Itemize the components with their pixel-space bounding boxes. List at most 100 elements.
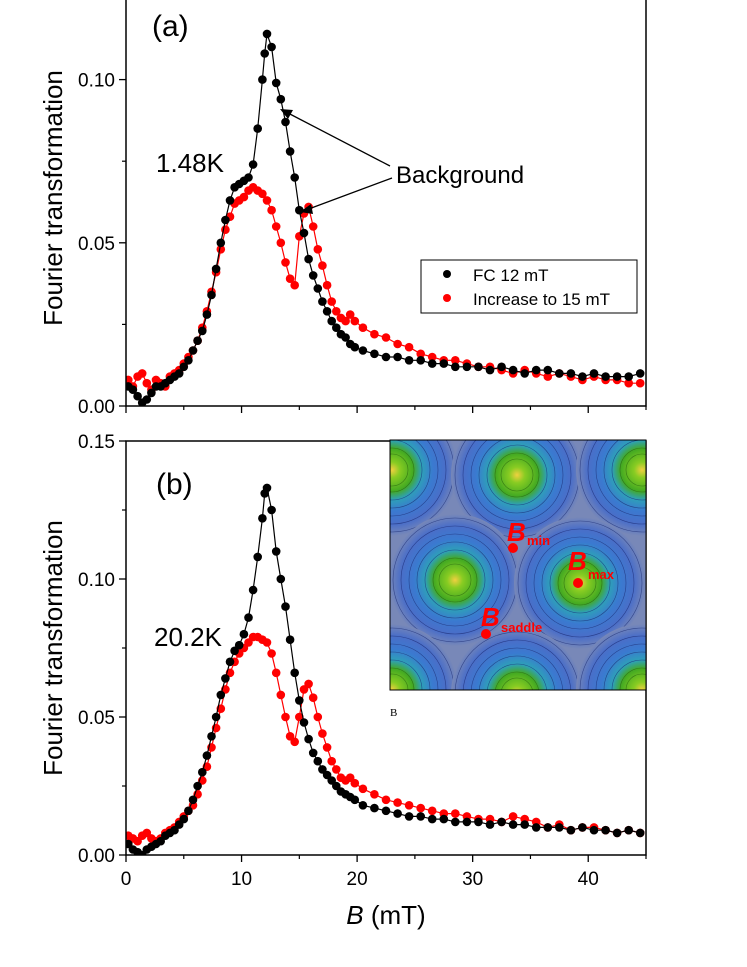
contour-line (557, 560, 603, 606)
data-point (285, 147, 295, 156)
data-point (350, 795, 360, 805)
data-point (174, 369, 184, 378)
data-point (267, 505, 276, 515)
data-point (393, 798, 402, 807)
data-point (295, 696, 304, 705)
data-point (332, 307, 341, 316)
contour-line (517, 520, 643, 646)
legend-box (420, 259, 638, 314)
legend-label-fc: FC 12 mT (473, 266, 549, 285)
data-point (439, 814, 449, 824)
data-point (474, 817, 483, 827)
bmax-subscript: max (588, 567, 615, 582)
data-point (313, 284, 323, 293)
data-point (308, 693, 318, 702)
data-point (508, 820, 518, 829)
bmax-label: B (568, 546, 587, 576)
data-point (318, 729, 327, 738)
contour-line (619, 667, 646, 690)
contour-line (579, 440, 646, 533)
data-point (332, 765, 341, 774)
data-point (211, 712, 221, 722)
bmin-label: B (507, 517, 526, 547)
contour-line (390, 651, 431, 690)
data-point (327, 316, 337, 326)
data-point (566, 825, 576, 835)
data-point (276, 574, 286, 584)
panel-a-ylabel: Fourier transformation (38, 70, 68, 326)
inset-frame (389, 439, 647, 691)
data-point (225, 196, 235, 205)
data-point (635, 378, 645, 388)
panel-a-label: (a) (152, 10, 189, 43)
data-point (578, 372, 587, 381)
data-point (262, 483, 272, 493)
data-point (381, 806, 391, 816)
vortex (576, 440, 646, 536)
data-point (451, 356, 460, 365)
contour-line (438, 563, 472, 597)
data-point (427, 352, 437, 362)
contour-line (390, 447, 415, 493)
data-point (299, 228, 309, 238)
data-point (313, 756, 323, 766)
data-point (188, 795, 198, 805)
bmin-marker (508, 543, 518, 553)
data-point (308, 271, 318, 280)
data-point (253, 124, 262, 133)
contour-line (478, 440, 556, 514)
x-tick-label: 0 (121, 869, 132, 890)
data-point (427, 806, 437, 816)
data-point (497, 817, 506, 827)
data-point (318, 261, 327, 270)
annotation-arrowhead-lower (300, 204, 313, 214)
data-point (258, 75, 267, 84)
data-point (308, 222, 318, 231)
data-point (427, 359, 437, 368)
data-point (341, 333, 350, 342)
data-point (393, 352, 402, 362)
data-point (202, 751, 212, 760)
data-point (313, 712, 323, 722)
contour-line (390, 673, 409, 690)
contour-line (390, 643, 439, 690)
data-point (290, 737, 300, 747)
contour-line (611, 440, 646, 501)
data-point (142, 395, 152, 404)
data-point (262, 196, 272, 205)
bmax-marker (573, 578, 583, 588)
panel-a-marks (126, 29, 645, 406)
data-point (393, 809, 402, 818)
data-point (508, 365, 518, 375)
data-point (239, 192, 249, 202)
data-point (520, 820, 529, 829)
data-point (281, 602, 290, 611)
contour-line (400, 525, 510, 635)
x-axis-symbol: B (346, 900, 363, 930)
data-point (179, 814, 189, 824)
vortex (451, 440, 583, 541)
data-point (404, 812, 414, 821)
y-tick-label: 0.10 (78, 71, 115, 92)
contour-line (390, 667, 415, 690)
data-point (543, 823, 553, 832)
contour-line (486, 663, 548, 690)
series-line-fc (127, 33, 641, 404)
data-point (322, 743, 332, 752)
data-point (304, 734, 313, 744)
panel-b: 0.00 0.05 0.10 0.15 0 10 20 30 40 (b) 20.2K Four… (38, 432, 647, 930)
data-point (308, 748, 318, 758)
data-point (258, 189, 267, 199)
contour-line (462, 639, 572, 690)
y-tick-label: 0.05 (78, 708, 115, 729)
data-point (612, 828, 622, 838)
data-point (128, 385, 138, 395)
panel-b-marks (126, 483, 645, 855)
contour-line (587, 635, 646, 690)
series-line-fc (127, 487, 641, 855)
data-point (555, 369, 564, 378)
data-point (271, 668, 281, 678)
data-point (133, 391, 142, 401)
data-point (290, 280, 300, 290)
